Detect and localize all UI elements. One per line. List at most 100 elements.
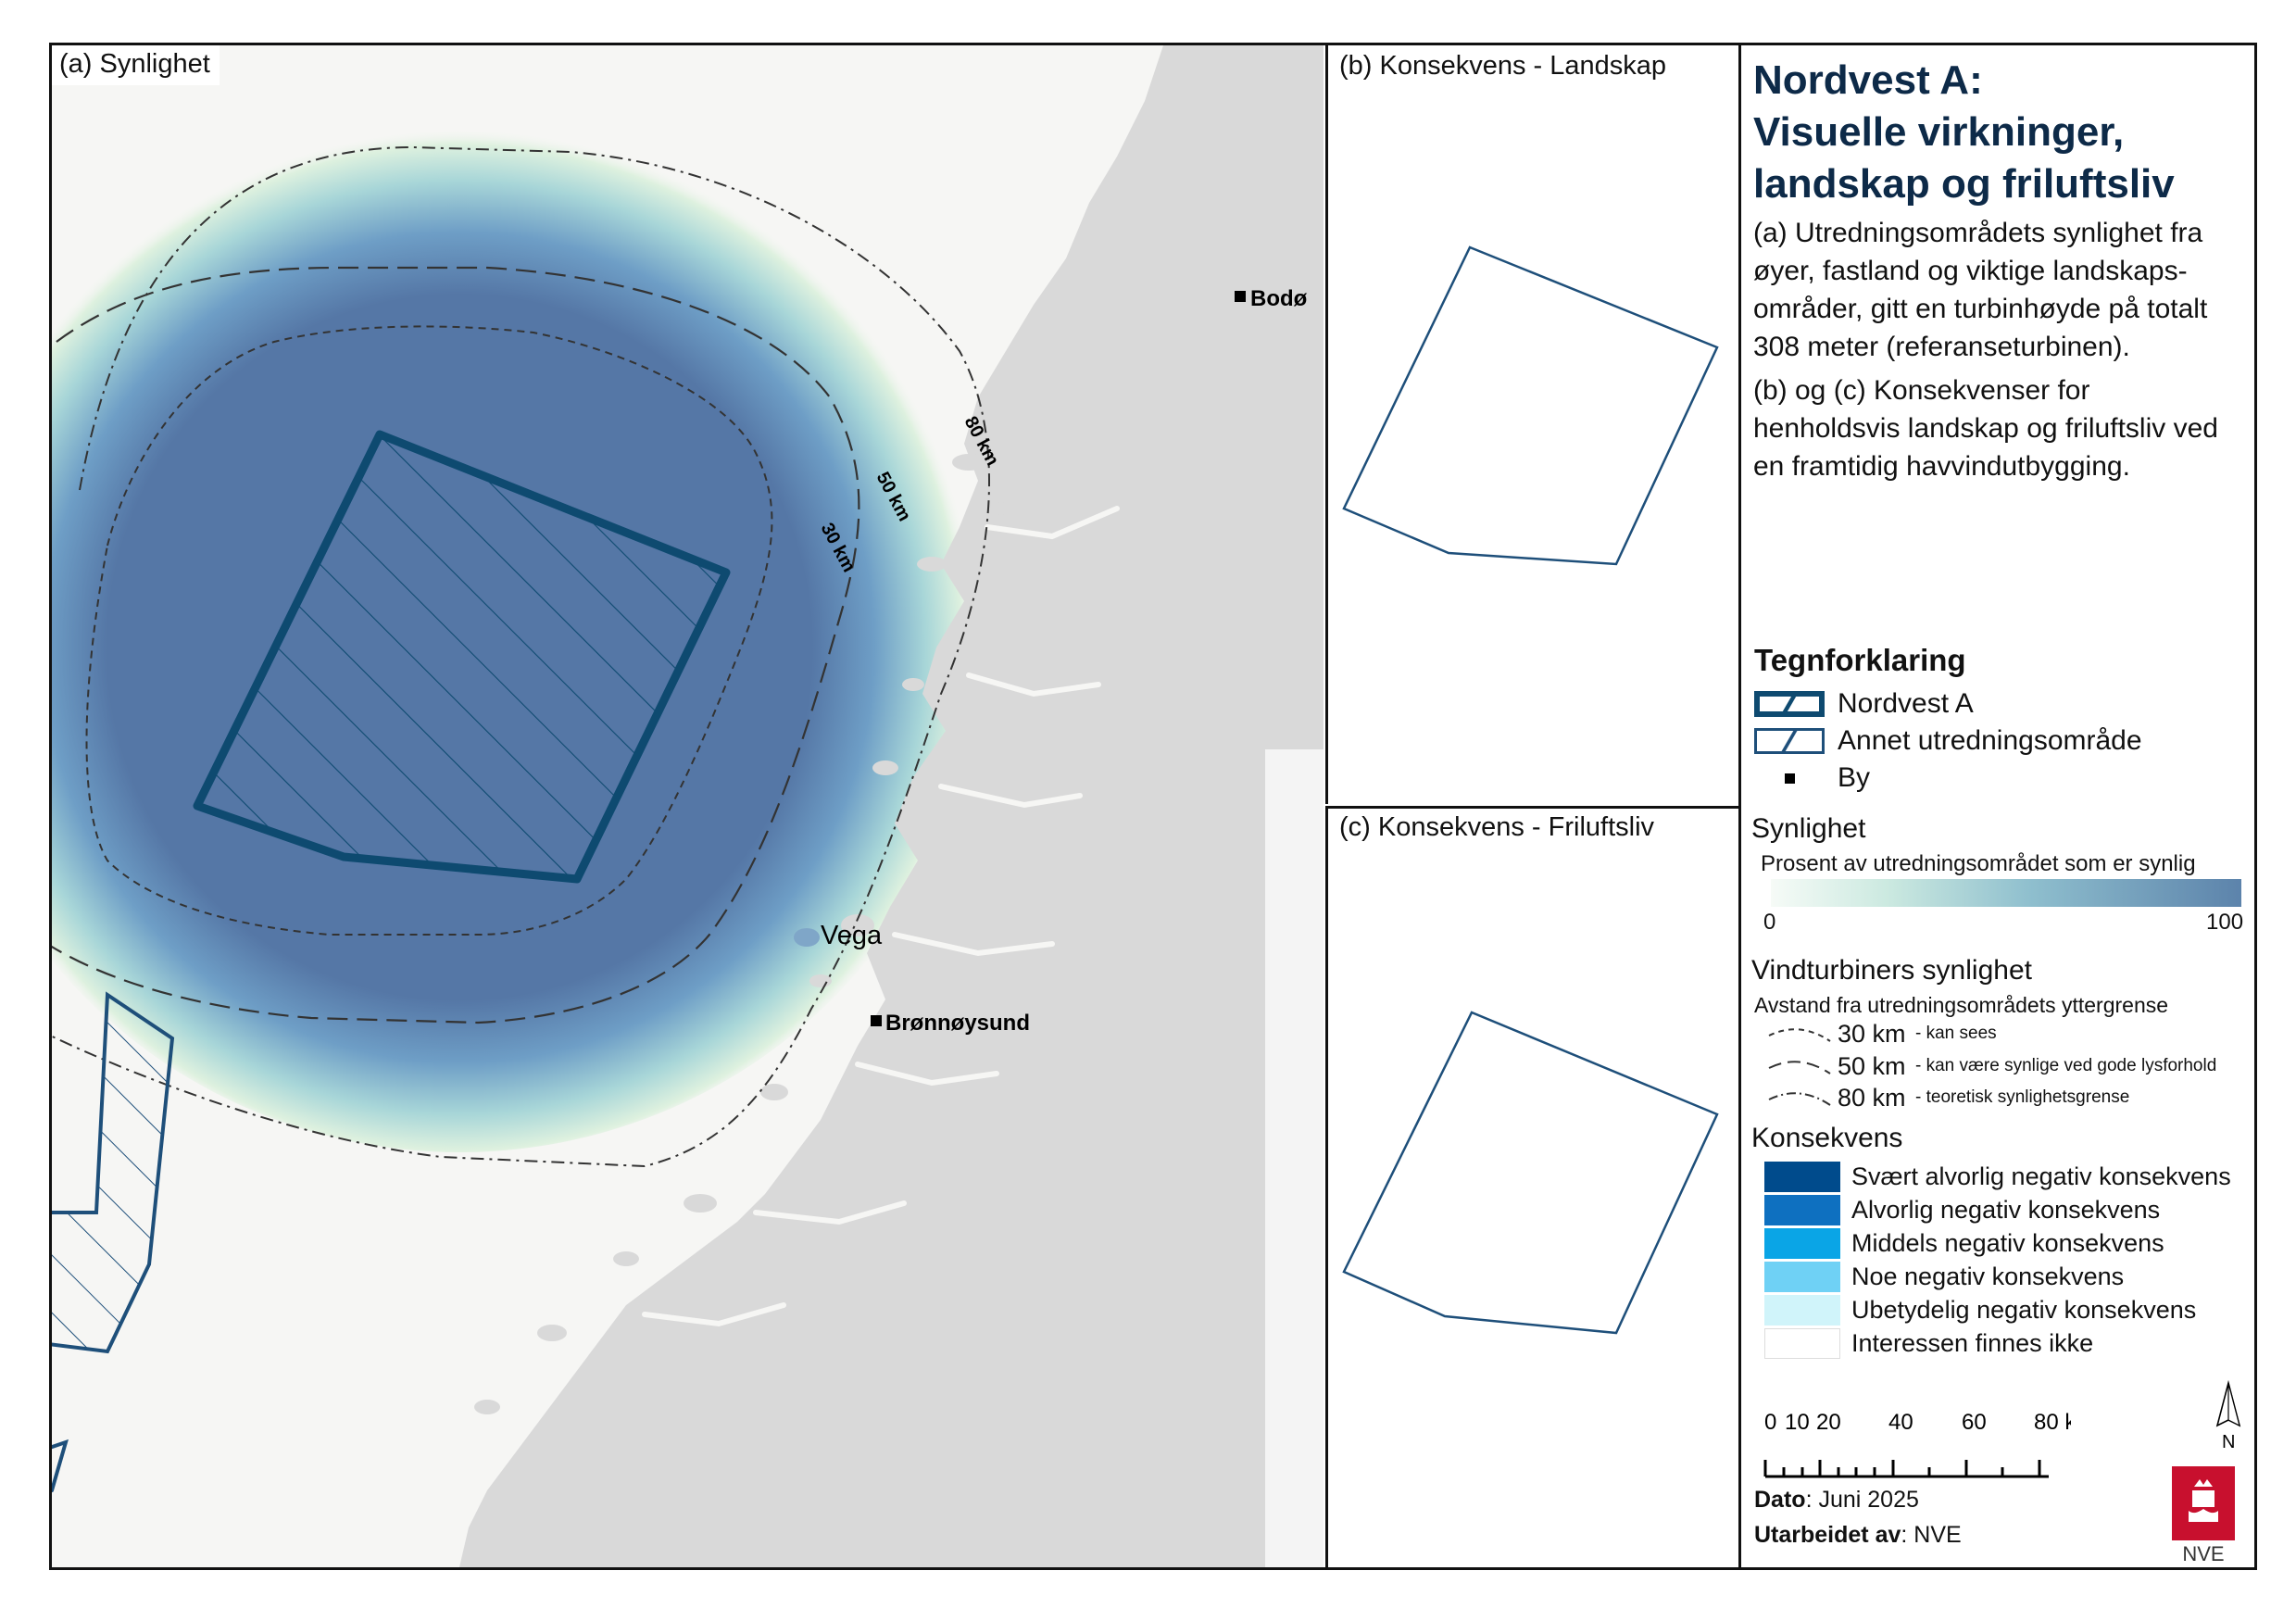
city-label-bronnoysund: Brønnøysund xyxy=(885,1011,1030,1036)
footer-author-label: Utarbeidet av xyxy=(1754,1522,1901,1548)
turbin-subtitle: Avstand fra utredningsområdets yttergren… xyxy=(1754,993,2169,1017)
turbin-row-50: 50 km - kan være synlige ved gode lysfor… xyxy=(1767,1052,2216,1080)
turbin-note-50: - kan være synlige ved gode lysforhold xyxy=(1915,1056,2217,1075)
legend-label-nordvest-a: Nordvest A xyxy=(1838,688,1974,719)
description-b: (b) og (c) Konsekvenser for henholdsvis … xyxy=(1753,375,2218,482)
panel-landskap[interactable]: (b) Konsekvens - Landskap xyxy=(1325,45,1738,804)
scale-label-60: 60 xyxy=(1962,1410,1987,1435)
turbin-row-30: 30 km - kan sees xyxy=(1767,1020,1997,1048)
nordvest-a-outline-c[interactable] xyxy=(1342,1011,1719,1335)
ring-80km xyxy=(52,145,990,1168)
legend-swatch-annet xyxy=(1754,728,1825,754)
annet-utredningsomrade-2[interactable] xyxy=(52,1439,69,1500)
legend-item-by: By xyxy=(1754,761,1870,795)
nordvest-a-area[interactable] xyxy=(193,430,731,884)
synlighet-max: 100 xyxy=(2206,910,2244,935)
city-marker-bronnoysund xyxy=(871,1015,882,1026)
panel-label-a: (a) Synlighet xyxy=(52,45,220,85)
konsekvens-row-6: Interessen finnes ikke xyxy=(1764,1327,2093,1359)
annet-utredningsomrade-1[interactable] xyxy=(52,991,175,1354)
konsekvens-swatch-1 xyxy=(1764,1161,1840,1192)
scale-label-20: 20 xyxy=(1816,1410,1841,1435)
synlighet-heading: Synlighet xyxy=(1751,813,1866,844)
footer-dato: Dato: Juni 2025 xyxy=(1754,1487,1919,1514)
turbin-row-80: 80 km - teoretisk synlighetsgrense xyxy=(1767,1084,2129,1112)
map-title: Nordvest A: Visuelle virkninger, landska… xyxy=(1753,55,2244,210)
konsekvens-swatch-3 xyxy=(1764,1227,1840,1259)
legend-panel: Nordvest A: Visuelle virkninger, landska… xyxy=(1738,45,2254,1567)
turbin-note-30: - kan sees xyxy=(1915,1024,1997,1043)
konsekvens-label-6: Interessen finnes ikke xyxy=(1851,1328,2094,1357)
panel-friluftsliv[interactable]: (c) Konsekvens - Friluftsliv xyxy=(1325,806,1738,1567)
ring-30km xyxy=(85,325,773,936)
konsekvens-label-1: Svært alvorlig negativ konsekvens xyxy=(1851,1162,2231,1190)
konsekvens-heading: Konsekvens xyxy=(1751,1123,1903,1153)
friluftsliv-map xyxy=(1342,1011,1719,1335)
legend-label-annet: Annet utredningsområde xyxy=(1838,725,2142,756)
panel-label-c: (c) Konsekvens - Friluftsliv xyxy=(1332,809,1664,848)
nve-shield-icon xyxy=(2172,1466,2235,1540)
fjords xyxy=(642,506,1120,1327)
north-label: N xyxy=(2222,1432,2235,1452)
islands xyxy=(474,454,1012,1414)
synlighet-subtitle: Prosent av utredningsområdet som er synl… xyxy=(1761,851,2196,876)
turbin-note-80: - teoretisk synlighetsgrense xyxy=(1915,1087,2130,1107)
footer-author: Utarbeidet av: NVE xyxy=(1754,1522,1962,1549)
ring-50km xyxy=(52,266,860,1024)
konsekvens-row-3: Middels negativ konsekvens xyxy=(1764,1227,2164,1259)
legend-item-nordvest-a: Nordvest A xyxy=(1754,687,1974,721)
legend-swatch-nordvest-a xyxy=(1754,691,1825,717)
city-label-bodo: Bodø xyxy=(1250,286,1308,311)
vega-island xyxy=(794,928,820,947)
konsekvens-swatch-5 xyxy=(1764,1294,1840,1326)
nordvest-a-outline-b[interactable] xyxy=(1342,245,1719,566)
konsekvens-row-5: Ubetydelig negativ konsekvens xyxy=(1764,1294,2196,1326)
panel-synlighet[interactable]: 80 km 50 km 30 km Vega Bodø Brønnøysund … xyxy=(52,45,1324,1567)
konsekvens-row-2: Alvorlig negativ konsekvens xyxy=(1764,1194,2160,1225)
scale-label-40: 40 xyxy=(1888,1410,1913,1435)
scale-label-10: 10 xyxy=(1785,1410,1810,1435)
island-label-vega: Vega xyxy=(821,921,883,950)
legend-heading: Tegnforklaring xyxy=(1754,643,1966,677)
konsekvens-row-4: Noe negativ konsekvens xyxy=(1764,1261,2124,1292)
legend-swatch-by xyxy=(1754,765,1825,791)
synlighet-min: 0 xyxy=(1763,910,1776,935)
konsekvens-swatch-6 xyxy=(1764,1327,1840,1359)
konsekvens-label-5: Ubetydelig negativ konsekvens xyxy=(1851,1295,2197,1324)
north-arrow-icon: N xyxy=(2215,1379,2241,1452)
title-line-3: landskap og friluftsliv xyxy=(1753,161,2175,207)
nve-logo: NVE xyxy=(2172,1466,2235,1565)
turbin-km-80: 80 km xyxy=(1838,1083,1906,1112)
description-a: (a) Utredningsområdets synlighet fra øye… xyxy=(1753,218,2208,362)
landskap-map xyxy=(1342,245,1719,566)
konsekvens-swatch-2 xyxy=(1764,1194,1840,1225)
scale-label-80: 80 km xyxy=(2034,1410,2071,1435)
footer-author-value: : NVE xyxy=(1901,1522,1962,1548)
nve-logo-text: NVE xyxy=(2182,1542,2225,1565)
konsekvens-row-1: Svært alvorlig negativ konsekvens xyxy=(1764,1161,2231,1192)
panel-label-b: (b) Konsekvens - Landskap xyxy=(1332,47,1676,87)
title-line-2: Visuelle virkninger, xyxy=(1753,109,2125,155)
turbin-km-30: 30 km xyxy=(1838,1019,1906,1048)
dash-50-icon xyxy=(1768,1061,1831,1074)
footer-dato-value: : Juni 2025 xyxy=(1805,1487,1919,1513)
turbin-km-50: 50 km xyxy=(1838,1051,1906,1080)
turbin-heading: Vindturbiners synlighet xyxy=(1751,955,2032,986)
inland-area xyxy=(1265,749,1324,1567)
konsekvens-label-2: Alvorlig negativ konsekvens xyxy=(1851,1195,2161,1224)
map-frame xyxy=(49,43,2257,1570)
coastline-land xyxy=(459,45,1324,1567)
city-marker-bodo xyxy=(1235,291,1246,302)
scale-bar: 0 10 20 40 60 80 km xyxy=(1763,1410,2071,1478)
legend-item-annet: Annet utredningsområde xyxy=(1754,724,2142,758)
konsekvens-label-3: Middels negativ konsekvens xyxy=(1851,1228,2164,1257)
visibility-map: 80 km 50 km 30 km Vega Bodø Brønnøysund xyxy=(52,45,1324,1567)
title-line-1: Nordvest A: xyxy=(1753,57,1983,103)
dash-30-icon xyxy=(1768,1028,1831,1042)
legend-label-by: By xyxy=(1838,762,1871,793)
konsekvens-label-4: Noe negativ konsekvens xyxy=(1851,1262,2125,1290)
synlighet-gradient xyxy=(1771,879,2241,907)
scale-label-0: 0 xyxy=(1764,1410,1776,1435)
footer-dato-label: Dato xyxy=(1754,1487,1806,1513)
konsekvens-swatch-4 xyxy=(1764,1261,1840,1292)
